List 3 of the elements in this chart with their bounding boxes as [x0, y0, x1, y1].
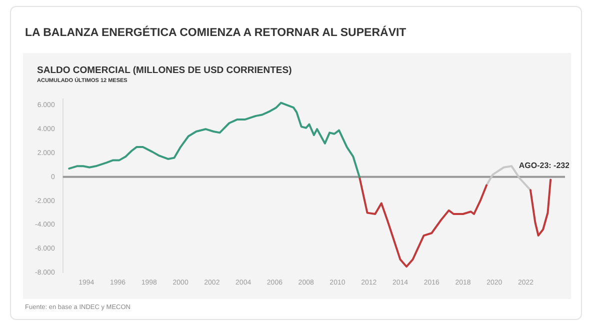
chart-subtitle: SALDO COMERCIAL (MILLONES DE USD CORRIENTES) [37, 65, 292, 76]
chart-title: LA BALANZA ENERGÉTICA COMIENZA A RETORNAR AL SUPERÁVIT [25, 27, 406, 39]
annotation: AGO-23: -232 [518, 160, 570, 170]
